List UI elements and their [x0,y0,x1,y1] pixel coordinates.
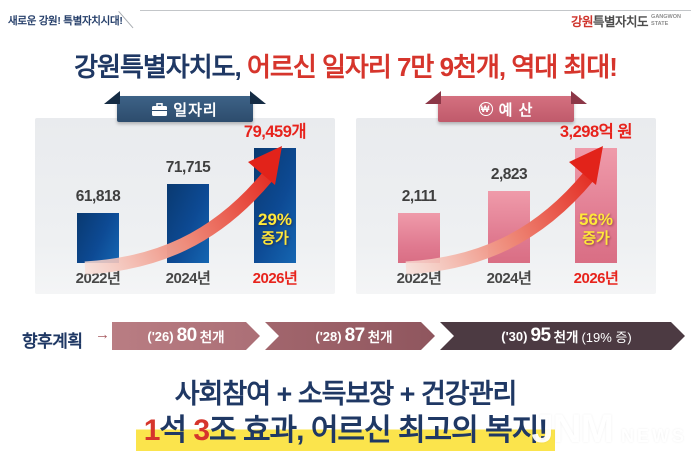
footer-benefits-line: 사회참여 + 소득보장 + 건강관리 [174,379,518,409]
jobs-growth-badge: 29% 증가 [257,210,293,247]
jobs-bar-2022 [77,213,119,263]
logo-name-secondary: 특별자치도 [593,15,649,29]
roadmap-arrow-icon: → [95,326,110,343]
budget-value-2026: 3,298억 원 [559,123,633,141]
footer-slogan-highlight: 1석 3조 효과, 어르신 최고의 복지! [135,414,556,451]
jobs-chart-panel: 61,818 71,715 79,459개 29% 증가 2022년 2024년… [35,118,335,294]
jobs-value-2026: 79,459개 [243,123,307,141]
budget-chart-panel: 2,111 2,823 3,298억 원 56% 증가 2022년 2024년 … [356,118,656,294]
news-watermark: JNM NEWS [532,407,687,452]
budget-year-2026: 2026년 [573,270,619,287]
province-logo: 강원특별자치도 GANGWON STATE [571,11,681,30]
ribbon-fold-left [104,91,120,104]
footer-slogan-line: 1석 3조 효과, 어르신 최고의 복지! [0,405,691,451]
page-title: 강원특별자치도, 어르신 일자리 7만 9천개, 역대 최대! [0,47,691,84]
logo-subtext: GANGWON STATE [651,14,681,27]
budget-growth-badge: 56% 증가 [578,210,614,247]
briefcase-icon [152,102,168,116]
roadmap-step-2026: ('26) 80 천개 [112,322,260,350]
ribbon-fold-right [571,91,587,104]
page-title-red: 어르신 일자리 7만 9천개, 역대 최대! [240,52,618,82]
ribbon-fold-right [250,91,266,104]
header-rule [140,10,691,11]
roadmap-step-2030: ('30) 95 천개 (19% 증) [440,322,685,350]
jobs-ribbon-label: 일자리 [173,101,218,119]
jobs-bar-2024 [167,184,209,263]
budget-value-2024: 2,823 [490,166,528,183]
budget-ribbon-label: 예 산 [498,101,534,119]
jobs-year-2026: 2026년 [252,270,298,287]
jobs-ribbon: 일자리 [104,91,266,122]
jobs-value-2022: 61,818 [75,188,121,205]
ribbon-fold-left [425,91,441,104]
header-slogan: 새로운 강원! 특별자치시대! [8,15,123,27]
budget-ribbon: ₩ 예 산 [425,91,587,122]
budget-bar-2022 [398,213,440,263]
watermark-news: NEWS [621,426,687,446]
roadmap-label: 향후계획 [22,332,83,351]
page-title-navy: 강원특별자치도, [74,52,242,82]
logo-name-primary: 강원 [571,15,594,29]
roadmap-step-2028: ('28) 87 천개 [265,322,435,350]
watermark-jnm: JNM [531,407,614,451]
jobs-value-2024: 71,715 [165,159,211,176]
won-coin-icon: ₩ [478,102,493,116]
budget-bar-2024 [488,191,530,263]
budget-value-2022: 2,111 [401,188,437,205]
roadmap-steps: ('26) 80 천개 ('28) 87 천개 ('30) 95 천개 (19%… [112,322,685,350]
logo-name: 강원특별자치도 [571,11,649,30]
